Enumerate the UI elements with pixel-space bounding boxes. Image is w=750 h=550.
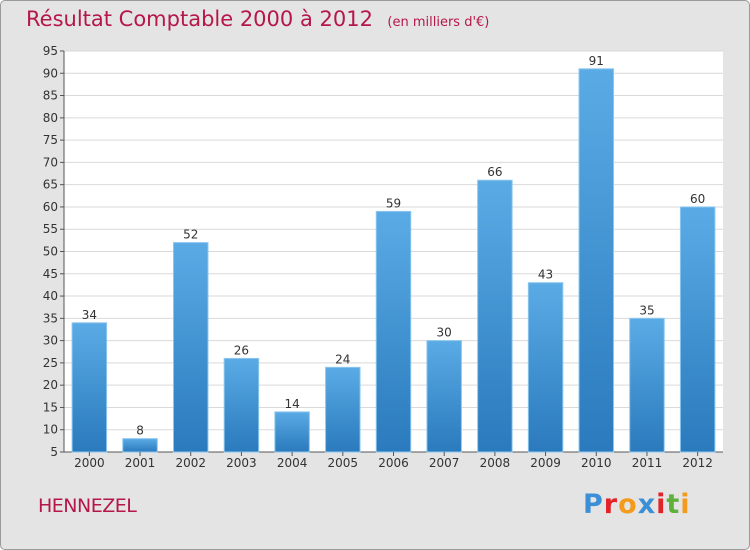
x-tick-label-2003: 2003: [226, 456, 257, 470]
x-tick-label-2010: 2010: [581, 456, 612, 470]
y-tick-label: 80: [43, 111, 58, 125]
y-tick-label: 35: [43, 311, 58, 325]
x-tick-label-2000: 2000: [74, 456, 105, 470]
y-tick-label: 75: [43, 133, 58, 147]
chart-title: Résultat Comptable 2000 à 2012: [26, 7, 373, 31]
proxiti-logo: Proxiti: [583, 489, 691, 520]
logo-letter: r: [603, 489, 619, 520]
bar-2010: [578, 68, 615, 453]
bar-2009: [527, 282, 564, 453]
logo-letter: i: [656, 489, 667, 520]
data-label-2000: 34: [82, 308, 97, 322]
bar-2004: [274, 411, 310, 453]
data-label-2006: 59: [386, 196, 401, 210]
y-tick-label: 10: [43, 423, 58, 437]
logo-letter: t: [666, 489, 681, 520]
data-label-2007: 30: [437, 326, 452, 340]
y-tick-label: 40: [43, 289, 58, 303]
x-tick-label-2011: 2011: [632, 456, 663, 470]
x-tick-label-2002: 2002: [175, 456, 206, 470]
data-labels: 34 8 52 26 14 24 59 30 66 43 91 35 60: [82, 54, 706, 438]
y-tick-label: 55: [43, 222, 58, 236]
x-axis-ticks: 2000 2001 2002 2003 2004 2005 2006 2007 2008 2009…: [74, 452, 713, 470]
y-tick-label: 65: [43, 178, 58, 192]
y-tick-label: 15: [43, 400, 58, 414]
x-tick-label-2009: 2009: [530, 456, 561, 470]
y-tick-label: 95: [43, 44, 58, 58]
y-tick-label: 60: [43, 200, 58, 214]
logo-letter: o: [618, 489, 638, 520]
y-tick-label: 50: [43, 245, 58, 259]
y-tick-label: 90: [43, 66, 58, 80]
y-tick-label: 85: [43, 89, 58, 103]
y-tick-label: 25: [43, 356, 58, 370]
data-label-2009: 43: [538, 268, 553, 282]
x-tick-label-2007: 2007: [429, 456, 460, 470]
logo-letter: x: [637, 489, 657, 520]
title-block: Résultat Comptable 2000 à 2012 (en milli…: [26, 7, 489, 31]
data-label-2012: 60: [690, 192, 705, 206]
data-label-2004: 14: [284, 397, 299, 411]
data-label-2005: 24: [335, 352, 350, 366]
y-tick-label: 20: [43, 378, 58, 392]
y-tick-label: 45: [43, 267, 58, 281]
bar-2005: [325, 366, 361, 453]
y-tick-label: 70: [43, 155, 58, 169]
bar-2011: [629, 317, 665, 453]
data-label-2011: 35: [639, 303, 654, 317]
bar-2012: [679, 206, 716, 453]
commune-name: HENNEZEL: [38, 495, 137, 517]
bar-2006: [375, 210, 412, 453]
bar-2007: [426, 340, 462, 453]
y-axis-ticks: 5 10 15 20 25 30 35 40 45 50 55 60 65 70 75 80 85 90 95: [43, 44, 64, 459]
x-tick-label-2006: 2006: [378, 456, 409, 470]
bars: [71, 68, 716, 453]
x-tick-label-2001: 2001: [125, 456, 156, 470]
x-tick-label-2012: 2012: [682, 456, 713, 470]
x-tick-label-2004: 2004: [277, 456, 308, 470]
data-label-2003: 26: [234, 343, 249, 357]
bar-2000: [71, 322, 108, 453]
logo-letter: P: [583, 489, 604, 520]
chart-subtitle: (en milliers d'€): [387, 15, 490, 30]
bar-2002: [172, 242, 209, 453]
x-tick-label-2005: 2005: [328, 456, 359, 470]
bar-2008: [477, 179, 513, 453]
data-label-2001: 8: [136, 424, 144, 438]
logo-letter: i: [680, 489, 691, 520]
y-tick-label: 5: [50, 445, 58, 459]
data-label-2002: 52: [183, 228, 198, 242]
bar-2001: [122, 438, 158, 453]
data-label-2010: 91: [589, 54, 604, 68]
y-tick-label: 30: [43, 334, 58, 348]
bar-2003: [223, 357, 260, 453]
data-label-2008: 66: [487, 165, 502, 179]
x-tick-label-2008: 2008: [480, 456, 511, 470]
